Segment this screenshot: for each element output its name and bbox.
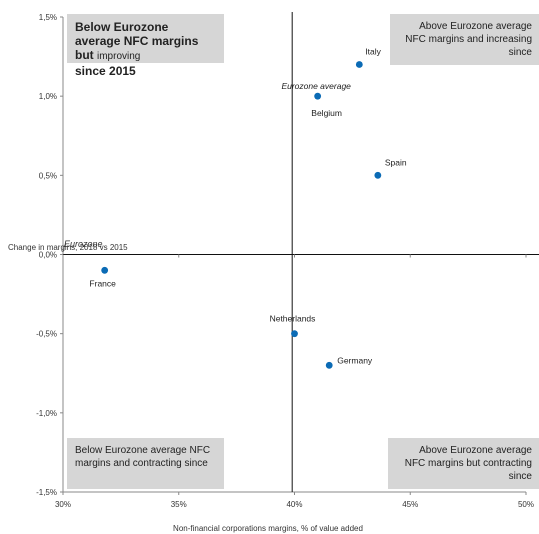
- quadrant-top-left-bold: Below Eurozone average NFC margins but: [75, 20, 199, 62]
- y-tick-label: 1,0%: [39, 92, 57, 101]
- x-tick-label: 35%: [171, 500, 187, 509]
- point-label-france: France: [89, 278, 116, 288]
- point-label-spain: Spain: [385, 157, 407, 167]
- x-tick-label: 45%: [402, 500, 418, 509]
- x-tick-label: 30%: [55, 500, 71, 509]
- eurozone-average-label: Eurozone average: [281, 81, 351, 91]
- data-points: Italy Belgium Spain France Netherlands German…: [89, 47, 407, 369]
- point-label-italy: Italy: [365, 47, 381, 57]
- y-tick-label: -1,5%: [36, 488, 57, 497]
- axes: [60, 12, 539, 495]
- quadrant-top-left-normal: improving: [97, 51, 141, 62]
- data-point-belgium: [314, 92, 322, 100]
- quadrant-bottom-left-note: Below Eurozone average NFC margins and c…: [67, 438, 224, 489]
- data-point-spain: [374, 171, 382, 179]
- y-tick-label: 0,5%: [39, 171, 57, 180]
- x-tick-label: 40%: [286, 500, 302, 509]
- y-tick-label: 0,0%: [39, 251, 57, 260]
- y-tick-label: -0,5%: [36, 330, 57, 339]
- quadrant-top-right-note: Above Eurozone average NFC margins and i…: [390, 14, 539, 65]
- quadrant-bottom-right-note: Above Eurozone average NFC margins but c…: [388, 438, 539, 489]
- y-tick-label: -1,0%: [36, 409, 57, 418]
- point-label-belgium: Belgium: [311, 108, 342, 118]
- y-tick-label: 1,5%: [39, 13, 57, 22]
- quadrant-top-left-bold2: since 2015: [75, 64, 136, 78]
- x-tick-label: 50%: [518, 500, 534, 509]
- data-point-italy: [355, 61, 363, 68]
- point-label-germany: Germany: [337, 355, 373, 365]
- y-axis-title: Change in margins, 2018 vs 2015: [8, 243, 128, 252]
- data-point-netherlands: [291, 330, 298, 338]
- data-point-france: [101, 266, 109, 274]
- eurozone-line-label: Eurozone: [64, 239, 103, 249]
- x-axis-title: Non-financial corporations margins, % of…: [173, 524, 363, 533]
- quadrant-top-left-note: Below Eurozone average NFC margins but i…: [67, 14, 224, 78]
- tick-labels: 1,5% 1,0% 0,5% 0,0% -0,5% -1,0% -1,5% 30% 35% 40%…: [36, 13, 534, 509]
- point-label-netherlands: Netherlands: [270, 314, 316, 324]
- data-point-germany: [325, 361, 333, 369]
